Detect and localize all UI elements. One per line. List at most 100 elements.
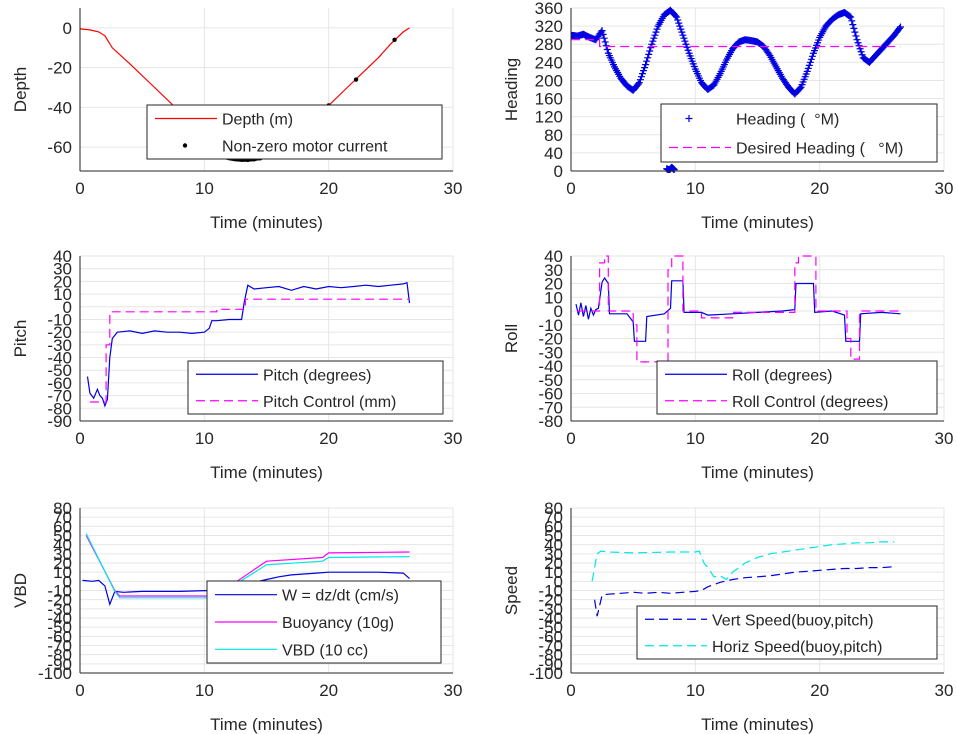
speed-y-tick-label: 30: [544, 545, 563, 564]
speed-x-tick-label: 30: [935, 681, 954, 700]
heading-series-0-point: [804, 64, 812, 72]
depth-y-tick-label: -60: [47, 138, 72, 157]
depth-x-axis-label: Time (minutes): [210, 213, 323, 232]
vbd-y-tick-label: 40: [53, 536, 72, 555]
pitch-legend-label: Pitch Control (mm): [263, 394, 396, 411]
vbd-x-tick-label: 10: [195, 681, 214, 700]
vbd-y-tick-label: 0: [63, 572, 72, 591]
heading-series-0-point: [808, 52, 816, 60]
pitch-y-tick-label: 0: [63, 298, 72, 317]
speed-y-tick-label: -10: [538, 582, 563, 601]
vbd-y-tick-label: 10: [53, 563, 72, 582]
heading-series-0-point: [807, 55, 815, 63]
vbd-y-tick-label: 80: [53, 499, 72, 518]
heading-series-0-point: [678, 28, 686, 36]
depth-legend: Depth (m) Non-zero motor current: [146, 104, 443, 160]
speed-y-axis-label: Speed: [502, 566, 521, 615]
speed-y-tick-label: -20: [538, 591, 563, 610]
pitch-y-tick-label: -40: [47, 349, 72, 368]
vbd-x-tick-label: 20: [319, 681, 338, 700]
heading-series-0-point: [650, 34, 658, 42]
heading-series-0-point: [805, 61, 813, 69]
heading-series-0-point: [857, 48, 865, 56]
heading-series-0-point: [644, 54, 652, 62]
roll-y-tick-label: -80: [538, 412, 563, 431]
speed-y-tick-label: 40: [544, 536, 563, 555]
roll-x-axis-label: Time (minutes): [701, 463, 814, 482]
vbd-y-tick-label: -70: [47, 637, 72, 656]
pitch-y-tick-label: -50: [47, 361, 72, 380]
depth-y-tick-label: -40: [47, 98, 72, 117]
heading-series-0-point: [603, 46, 611, 54]
roll-y-tick-label: 30: [544, 261, 563, 280]
heading-series-0-point: [848, 17, 856, 25]
roll-y-tick-label: -10: [538, 316, 563, 335]
speed-y-tick-label: -90: [538, 655, 563, 674]
heading-series-0-point: [674, 16, 682, 24]
speed-y-tick-label: -70: [538, 637, 563, 656]
roll-y-tick-label: -70: [538, 398, 563, 417]
heading-y-tick-label: 320: [535, 17, 563, 36]
heading-y-tick-label: 40: [544, 144, 563, 163]
heading-y-axis-label: Heading: [502, 58, 521, 121]
speed-x-tick-label: 10: [686, 681, 705, 700]
pitch-x-tick-label: 30: [444, 429, 463, 448]
heading-y-tick-label: 200: [535, 71, 563, 90]
heading-series-0-point: [676, 22, 684, 30]
heading-x-tick-label: 10: [686, 179, 705, 198]
heading-series-0-point: [847, 13, 855, 21]
pitch-x-tick-label: 10: [195, 429, 214, 448]
heading-y-tick-label: 280: [535, 35, 563, 54]
speed-series-0-line: [594, 566, 895, 617]
roll-y-tick-label: -20: [538, 330, 563, 349]
heading-legend-swatch: [685, 115, 693, 122]
vbd-y-tick-label: 60: [53, 517, 72, 536]
vbd-y-tick-label: -50: [47, 618, 72, 637]
heading-series-0-point: [653, 25, 661, 33]
depth-x-tick-label: 20: [319, 179, 338, 198]
speed-series-1-line: [591, 541, 895, 582]
roll-y-axis-label: Roll: [502, 324, 521, 353]
roll-y-tick-label: 40: [544, 247, 563, 266]
depth-y-axis-label: Depth: [11, 67, 30, 112]
vbd-legend: W = dz/dt (cm/s) Buoyancy (10g) VBD (10 cc…: [206, 580, 442, 664]
roll-y-tick-label: -30: [538, 343, 563, 362]
pitch-legend-box: [187, 360, 444, 415]
vbd-y-tick-label: 70: [53, 508, 72, 527]
vbd-y-axis-label: VBD: [11, 573, 30, 608]
roll-legend-box: [656, 360, 938, 415]
heading-y-tick-label: 0: [554, 162, 563, 181]
heading-series-0-point: [896, 23, 904, 31]
depth-x-tick-label: 30: [444, 179, 463, 198]
roll-chart: 0 10 20 30403020100-10-20-30-40-50-60-70-80…: [502, 247, 953, 482]
vbd-y-tick-label: -60: [47, 627, 72, 646]
heading-series-0-point: [853, 36, 861, 44]
pitch-y-tick-label: 10: [53, 285, 72, 304]
heading-series-0-point: [675, 19, 683, 27]
roll-y-tick-label: -50: [538, 371, 563, 390]
speed-legend-label: Horiz Speed(buoy,pitch): [712, 639, 882, 656]
speed-y-tick-label: 80: [544, 499, 563, 518]
speed-legend: Vert Speed(buoy,pitch) Horiz Speed(buoy,p…: [636, 605, 938, 660]
heading-series-0-point: [599, 30, 607, 38]
speed-y-tick-label: 10: [544, 563, 563, 582]
heading-series-0-point: [796, 84, 804, 92]
pitch-y-tick-label: -70: [47, 387, 72, 406]
depth-y-tick-label: 0: [63, 19, 72, 38]
heading-series-0-point: [600, 34, 608, 42]
heading-series-0-point: [672, 12, 680, 20]
heading-series-2-line: [571, 39, 901, 48]
roll-legend-label: Roll (degrees): [732, 367, 832, 384]
speed-y-tick-label: -80: [538, 646, 563, 665]
vbd-y-tick-label: -40: [47, 609, 72, 628]
speed-legend-box: [636, 605, 938, 660]
heading-y-tick-label: 120: [535, 108, 563, 127]
depth-legend-label: Non-zero motor current: [222, 139, 388, 156]
speed-y-tick-label: 70: [544, 508, 563, 527]
heading-y-tick-label: 160: [535, 90, 563, 109]
speed-y-tick-label: 50: [544, 527, 563, 546]
heading-series-0-point: [846, 12, 854, 20]
vbd-x-tick-label: 30: [444, 681, 463, 700]
depth-legend-swatch: [182, 143, 188, 148]
depth-legend-box: [146, 104, 443, 160]
